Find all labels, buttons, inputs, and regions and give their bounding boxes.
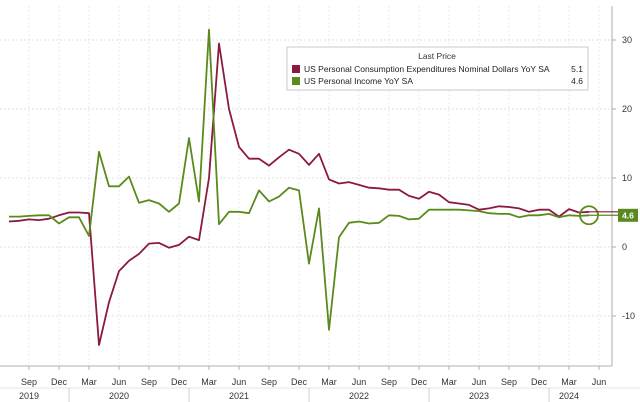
last-value-label: 4.6 (618, 208, 638, 222)
x-tick-label: Jun (592, 377, 607, 387)
x-tick-label: Sep (381, 377, 397, 387)
legend-box (286, 46, 589, 91)
y-tick-label: -10 (622, 311, 635, 321)
legend-entry-pce: US Personal Consumption Expenditures Nom… (304, 64, 550, 74)
y-tick-label: 30 (622, 35, 632, 45)
x-tick-label: Jun (112, 377, 127, 387)
x-tick-label: Sep (141, 377, 157, 387)
x-tick-label: Jun (232, 377, 247, 387)
legend-value-pce: 5.1 (571, 64, 583, 74)
series-lines (8, 28, 590, 346)
y-axis: -10 0 10 20 30 (611, 6, 635, 366)
x-tick-label: Sep (21, 377, 37, 387)
x-tick-label: Mar (81, 377, 97, 387)
legend-value-income: 4.6 (571, 76, 583, 86)
series-line-pce (8, 42, 590, 346)
last-value-label-bg (618, 208, 638, 222)
legend-title: Last Price (418, 51, 456, 61)
x-tick-label: Jun (352, 377, 367, 387)
x-year-label: 2021 (229, 391, 249, 401)
x-tick-label: Mar (441, 377, 457, 387)
legend-entry-income: US Personal Income YoY SA (304, 76, 413, 86)
x-year-label: 2023 (469, 391, 489, 401)
gridlines (0, 6, 612, 366)
x-tick-label: Dec (531, 377, 548, 387)
y-tick-label: 0 (622, 242, 627, 252)
x-tick-label: Dec (51, 377, 68, 387)
y-tick-label: 10 (622, 173, 632, 183)
x-tick-label: Dec (291, 377, 308, 387)
x-tick-label: Mar (321, 377, 337, 387)
x-year-label: 2019 (19, 391, 39, 401)
x-tick-label: Sep (501, 377, 517, 387)
series-line-income (9, 28, 590, 331)
x-tick-label: Dec (171, 377, 188, 387)
last-value-label-text: 4.6 (622, 210, 634, 220)
legend-swatch-pce (292, 65, 300, 73)
x-axis: Sep Dec Mar Jun Sep Dec Mar Jun Sep Dec Mar Jun Sep D… (0, 365, 640, 402)
legend: Last Price US Personal Consumption Expen… (286, 46, 589, 91)
x-tick-label: Dec (411, 377, 428, 387)
x-tick-label: Jun (472, 377, 487, 387)
x-tick-label: Sep (261, 377, 277, 387)
x-year-label: 2024 (559, 391, 579, 401)
x-tick-label: Mar (201, 377, 217, 387)
x-year-label: 2022 (349, 391, 369, 401)
legend-swatch-income (292, 77, 300, 85)
y-tick-label: 20 (622, 104, 632, 114)
x-tick-label: Mar (561, 377, 577, 387)
x-year-label: 2020 (109, 391, 129, 401)
